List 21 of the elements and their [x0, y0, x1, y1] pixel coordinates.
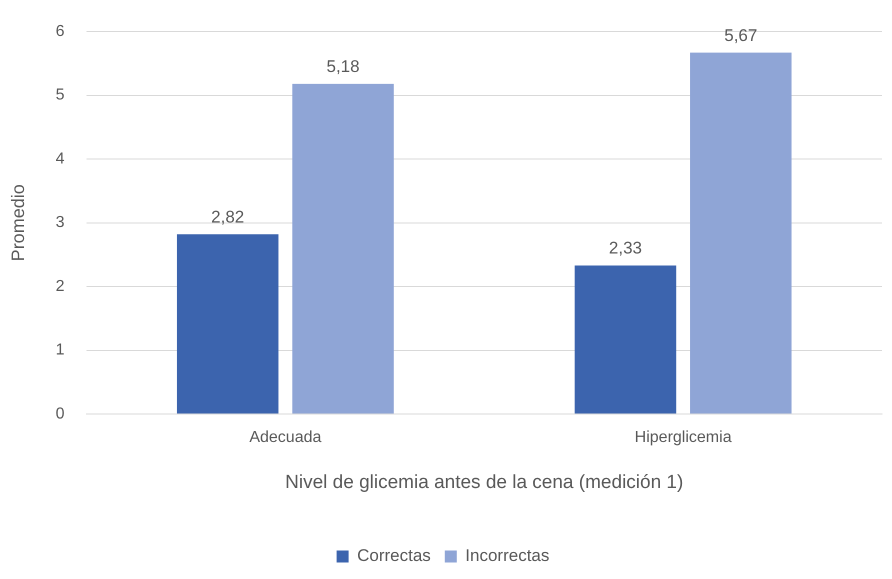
y-tick-label: 2 [56, 278, 65, 295]
x-axis-title: Nivel de glicemia antes de la cena (medición 1) [285, 472, 684, 493]
data-label: 2,33 [608, 238, 642, 258]
y-tick-label: 6 [56, 23, 65, 40]
bar [574, 266, 676, 414]
y-axis-title: Promedio [8, 184, 28, 262]
x-tick-label: Hiperglicemia [634, 429, 732, 446]
legend-label: Incorrectas [465, 546, 550, 566]
data-label: 2,82 [211, 207, 244, 226]
data-label: 5,67 [724, 26, 758, 45]
x-tick-label: Adecuada [249, 429, 322, 446]
data-label: 5,18 [326, 57, 360, 76]
bar [292, 84, 394, 414]
y-tick-label: 5 [56, 86, 65, 104]
y-tick-label: 0 [56, 405, 65, 422]
bar [176, 234, 278, 414]
y-tick-label: 1 [56, 342, 65, 359]
y-tick-label: 3 [56, 214, 65, 232]
legend-label: Correctas [357, 546, 431, 566]
y-tick-label: 4 [56, 150, 65, 168]
bar [690, 52, 792, 414]
